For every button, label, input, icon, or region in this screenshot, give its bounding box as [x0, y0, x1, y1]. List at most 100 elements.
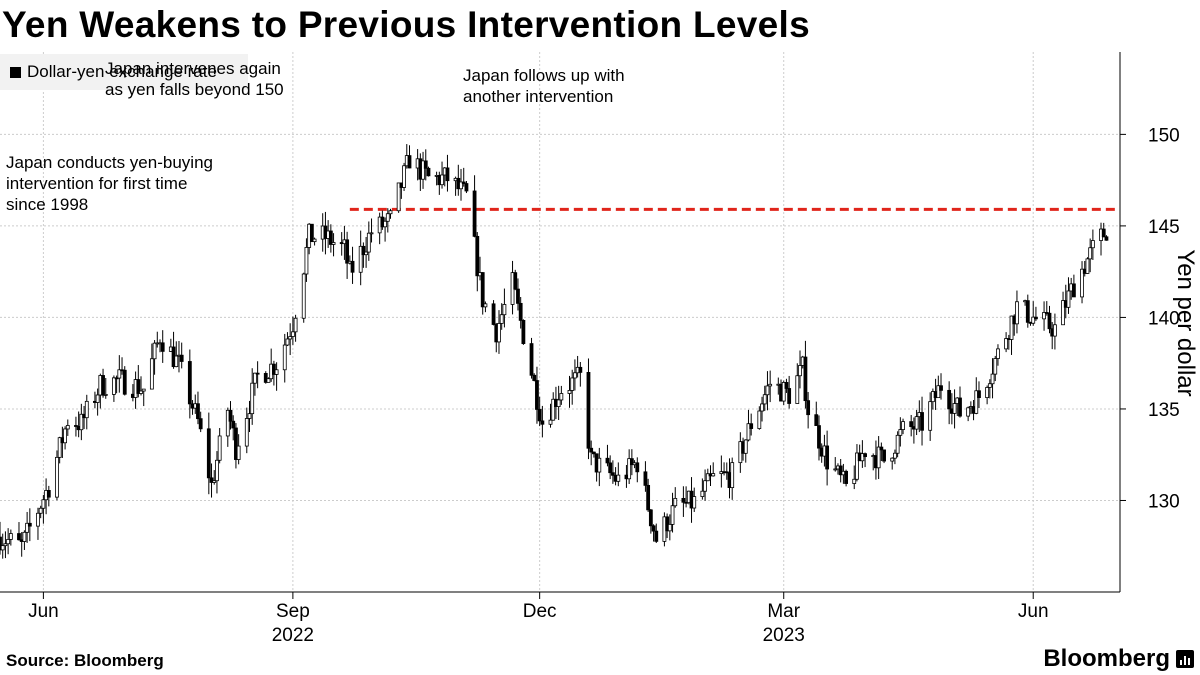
candle-body — [665, 516, 670, 532]
candle-body — [548, 419, 553, 425]
candle-body — [608, 462, 613, 474]
candle-body — [364, 251, 369, 256]
candle-body — [781, 382, 786, 402]
candle-body — [274, 369, 279, 375]
x-tick-label: Jun — [1018, 601, 1049, 622]
candle-body — [480, 272, 485, 308]
candle-body — [589, 447, 594, 453]
candle-body — [41, 499, 46, 509]
candle-body — [532, 374, 537, 381]
candle-body — [253, 372, 257, 384]
candle-body — [573, 372, 577, 379]
candle-body — [833, 468, 838, 471]
candle-body — [646, 484, 651, 511]
candle-body — [328, 230, 333, 245]
candle-body — [898, 429, 903, 436]
candle-body — [879, 446, 884, 451]
candle-body — [817, 425, 821, 449]
candle-body — [117, 369, 122, 379]
candle-body — [920, 412, 924, 431]
candle-body — [987, 383, 992, 388]
annotation-first-intervention: Japan conducts yen-buying intervention f… — [6, 153, 213, 214]
x-tick-label: Sep — [276, 601, 310, 622]
candle-body — [1071, 283, 1076, 298]
candle-body — [529, 343, 534, 376]
candle-body — [860, 453, 865, 462]
candle-body — [939, 385, 943, 391]
candle-body — [591, 451, 596, 455]
candle-body — [762, 394, 767, 405]
candle-body — [705, 473, 710, 482]
candle-body — [209, 477, 214, 483]
candle-body — [901, 421, 905, 430]
candle-body — [228, 409, 233, 422]
candle-body — [217, 435, 222, 461]
candle-body — [535, 380, 539, 410]
candle-body — [1031, 316, 1036, 324]
y-tick-label: 145 — [1148, 217, 1180, 238]
candle-body — [648, 509, 653, 527]
candle-body — [22, 531, 27, 542]
candle-body — [231, 420, 236, 429]
candle-body — [1053, 324, 1057, 337]
candle-body — [516, 288, 520, 304]
candle-body — [6, 539, 11, 545]
candle-body — [101, 375, 105, 396]
candle-body — [174, 355, 179, 368]
candle-body — [556, 399, 561, 408]
candle-body — [985, 387, 990, 398]
candle-body — [1015, 301, 1019, 325]
candle-body — [293, 317, 298, 333]
candle-body — [385, 213, 390, 222]
candle-body — [567, 390, 572, 394]
candle-body — [1104, 236, 1109, 241]
candle-body — [513, 272, 518, 290]
candle-body — [681, 497, 686, 503]
candle-body — [692, 496, 697, 509]
candle-body — [499, 314, 504, 324]
candle-body — [711, 473, 716, 477]
x-tick-label: Mar — [767, 601, 800, 622]
axis-layer: 130 135 140 145 150 Jun Sep 2022 Dec Mar 2023 Jun Ye… — [0, 52, 1199, 646]
candle-body — [215, 459, 219, 482]
candle-body — [1009, 315, 1014, 340]
candle-body — [1080, 268, 1084, 298]
candle-body — [651, 525, 656, 532]
candle-body — [46, 490, 51, 498]
candle-layer — [0, 144, 1109, 559]
candle-body — [421, 160, 425, 180]
candle-body — [570, 377, 575, 391]
candle-body — [263, 373, 268, 383]
candle-body — [1085, 258, 1090, 274]
y-tick-label: 140 — [1148, 308, 1180, 329]
candle-body — [928, 401, 933, 431]
candle-body — [236, 445, 241, 460]
candle-body — [673, 497, 678, 507]
candle-body — [366, 232, 371, 253]
candle-body — [893, 452, 897, 459]
candle-body — [537, 409, 542, 422]
chart-title: Yen Weakens to Previous Intervention Lev… — [2, 4, 811, 45]
candle-body — [0, 545, 5, 551]
candle-body — [309, 223, 314, 243]
candle-body — [890, 457, 895, 462]
candle-body — [383, 220, 387, 228]
x-year-label: 2023 — [763, 625, 805, 646]
candle-body — [152, 342, 157, 360]
candle-body — [914, 416, 919, 430]
candle-body — [627, 458, 632, 480]
candle-body — [876, 446, 881, 469]
annotation-third-intervention: Japan follows up with another interventi… — [463, 66, 625, 106]
candle-body — [361, 245, 366, 256]
candle-body — [79, 413, 84, 431]
candle-body — [605, 457, 610, 464]
candle-body — [38, 507, 43, 514]
candle-body — [312, 238, 317, 243]
candle-body — [388, 210, 393, 215]
candle-body — [1034, 316, 1038, 320]
candle-body — [947, 389, 952, 410]
x-tick-label: Dec — [523, 601, 557, 622]
candle-body — [206, 428, 211, 479]
candle-body — [518, 302, 523, 321]
